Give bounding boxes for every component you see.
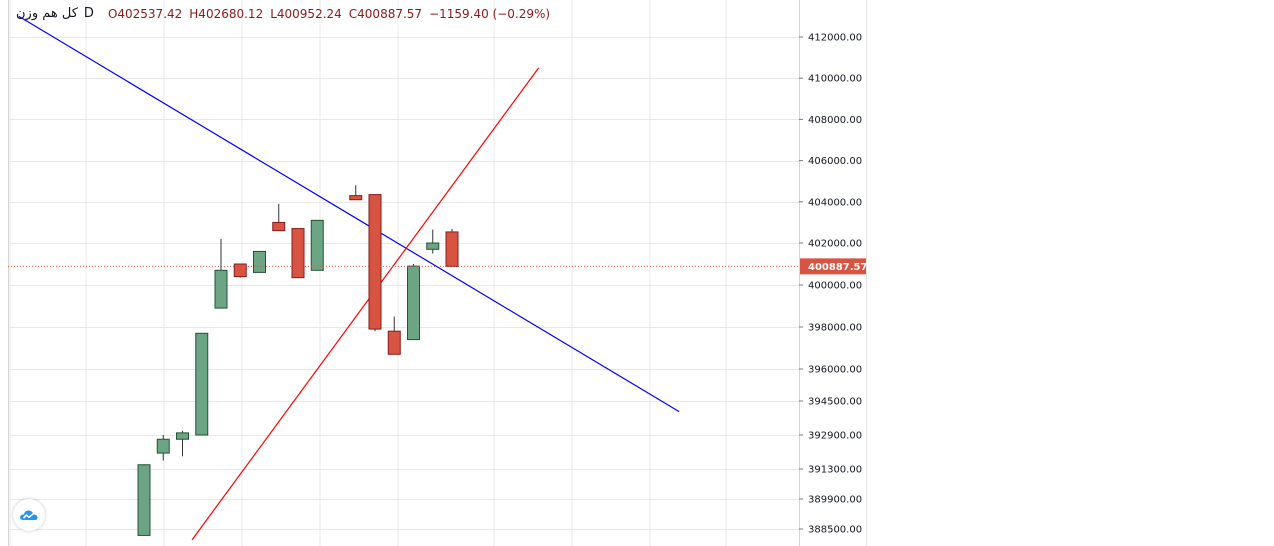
candle-body: [156, 438, 170, 454]
candle[interactable]: [426, 229, 440, 254]
y-tick-label: 398000.00: [808, 323, 862, 334]
y-tick-label: 392900.00: [808, 431, 862, 442]
candle-body: [368, 194, 382, 330]
grid: [8, 0, 799, 546]
cloud-icon: [20, 510, 38, 520]
candle-body: [426, 242, 440, 250]
candle[interactable]: [368, 194, 382, 332]
y-tick-label: 404000.00: [808, 197, 862, 208]
candle-body: [195, 332, 209, 436]
candle[interactable]: [195, 332, 209, 436]
low-value: L400952.24: [270, 6, 342, 21]
high-value: H402680.12: [189, 6, 264, 21]
candle[interactable]: [233, 263, 247, 278]
y-tick-label: 410000.00: [808, 74, 862, 85]
interval-label[interactable]: D: [83, 6, 94, 21]
candle[interactable]: [349, 185, 363, 201]
last-price-tag: [800, 258, 866, 275]
open-value: O402537.42: [107, 6, 183, 21]
close-value: C400887.57: [348, 6, 423, 21]
candle-body: [387, 330, 401, 355]
candle[interactable]: [253, 250, 266, 273]
symbol-name[interactable]: کل هم وزن: [16, 6, 78, 21]
candle-body: [233, 263, 247, 278]
candle-body: [272, 221, 286, 232]
y-tick-label: 406000.00: [808, 156, 862, 167]
price-axis[interactable]: 412000.00 410000.00 408000.00 406000.00 4040…: [799, 0, 868, 546]
y-tick-label: 389900.00: [808, 495, 862, 506]
trendlines[interactable]: [18, 15, 680, 541]
candle-body: [310, 219, 324, 271]
candle-body: [253, 250, 266, 273]
last-price-label: 400887.57: [808, 262, 868, 273]
candle[interactable]: [176, 430, 189, 457]
blue-trendline[interactable]: [18, 15, 680, 413]
y-tick-label: 388500.00: [808, 525, 862, 536]
y-tick-label: 396000.00: [808, 365, 862, 376]
y-tick-label: 412000.00: [808, 33, 862, 44]
candle-body: [291, 228, 305, 279]
candle[interactable]: [137, 464, 151, 536]
candle[interactable]: [445, 228, 459, 267]
change-value: −1159.40 (−0.29%): [429, 6, 551, 21]
candle-body: [176, 432, 189, 440]
candle[interactable]: [310, 219, 324, 271]
red-trendline[interactable]: [191, 67, 540, 541]
y-tick-label: 394500.00: [808, 397, 862, 408]
tradingview-logo-button[interactable]: [13, 499, 45, 531]
candle[interactable]: [291, 228, 305, 279]
symbol-legend: کل هم وزن D O402537.42 H402680.12 L40095…: [16, 6, 550, 21]
y-tick-label: 391300.00: [808, 465, 862, 476]
candle[interactable]: [156, 435, 170, 461]
y-tick-label: 400000.00: [808, 281, 862, 292]
candle[interactable]: [407, 264, 420, 341]
candle-body: [214, 269, 228, 309]
candles[interactable]: [137, 185, 459, 536]
candle-body: [445, 231, 459, 267]
candle-body: [349, 195, 363, 201]
candle-body: [137, 464, 151, 536]
y-tick-label: 408000.00: [808, 115, 862, 126]
candle[interactable]: [387, 316, 401, 355]
y-tick-label: 402000.00: [808, 239, 862, 250]
candle-body: [407, 265, 420, 341]
candle[interactable]: [272, 203, 286, 232]
candle[interactable]: [214, 238, 228, 309]
